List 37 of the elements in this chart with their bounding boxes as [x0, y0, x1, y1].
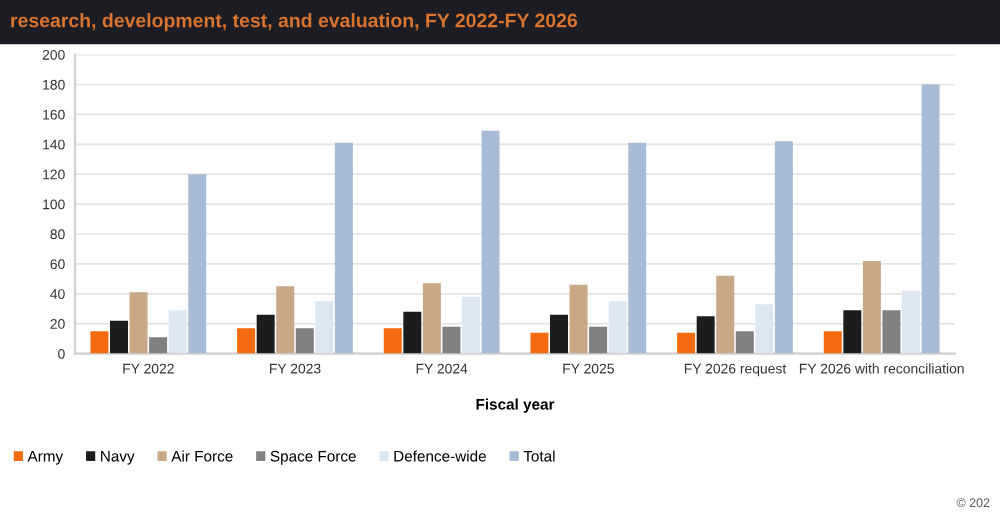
bar — [422, 283, 441, 354]
bar — [188, 174, 207, 354]
bar — [882, 310, 901, 354]
bar — [149, 337, 168, 354]
chart-title: research, development, test, and evaluation, FY 2022-FY 2026 — [11, 13, 578, 32]
bar — [921, 84, 940, 354]
bar — [677, 332, 696, 354]
bar — [823, 331, 842, 354]
bar — [716, 275, 735, 354]
bar — [902, 290, 920, 354]
bar — [481, 130, 500, 354]
bar — [843, 310, 862, 354]
bar — [129, 292, 148, 354]
bar — [862, 260, 881, 354]
bar — [334, 142, 353, 354]
bar — [110, 320, 128, 354]
bar — [589, 326, 608, 354]
bar — [569, 284, 588, 354]
bar — [295, 328, 314, 354]
bar — [442, 326, 461, 354]
bar — [315, 301, 334, 354]
bar — [530, 332, 549, 354]
bar — [696, 316, 715, 354]
bar — [774, 141, 793, 354]
bar — [462, 296, 480, 354]
bar — [276, 286, 295, 354]
bar — [168, 310, 187, 354]
bar — [403, 311, 422, 354]
bar — [735, 331, 754, 354]
bar — [755, 304, 774, 354]
bar — [608, 301, 627, 354]
bar — [628, 142, 647, 354]
bar — [550, 314, 568, 354]
bar — [383, 328, 402, 354]
bar — [237, 328, 256, 354]
bar — [256, 314, 275, 354]
bar — [90, 331, 109, 354]
